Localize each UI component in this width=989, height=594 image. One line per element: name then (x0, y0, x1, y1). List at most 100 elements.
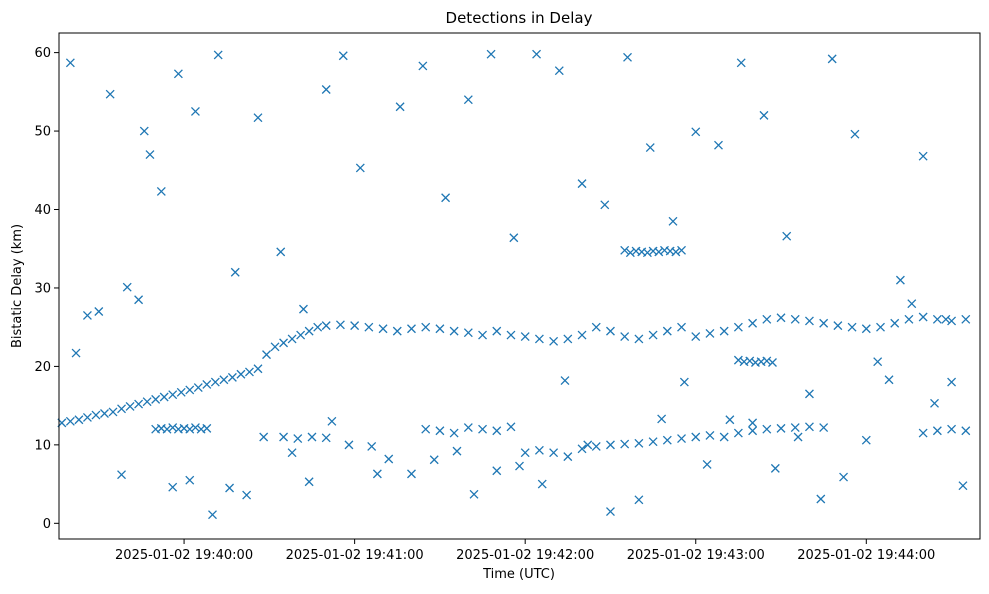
data-point (449, 326, 459, 336)
data-point (961, 426, 971, 436)
x-tick-label: 2025-01-02 19:40:00 (115, 548, 253, 563)
data-point (679, 377, 689, 387)
y-tick-label: 20 (34, 360, 51, 375)
data-point (790, 423, 800, 433)
data-point (790, 314, 800, 324)
data-point (549, 448, 559, 458)
data-point (65, 58, 75, 68)
data-point (463, 95, 473, 105)
data-point (714, 140, 723, 150)
y-tick-label: 30 (34, 281, 51, 296)
data-point (554, 66, 564, 76)
data-point (478, 424, 488, 434)
data-point (208, 510, 217, 520)
y-tick-label: 60 (34, 46, 51, 61)
data-point (492, 466, 502, 476)
data-point (421, 424, 431, 434)
data-point (606, 507, 615, 517)
data-point (71, 348, 81, 358)
data-point (253, 113, 263, 123)
data-point (509, 233, 519, 243)
data-point (705, 329, 715, 338)
data-point (549, 336, 559, 346)
data-point (344, 440, 354, 450)
data-point (469, 489, 479, 499)
data-point (279, 338, 289, 348)
data-point (534, 334, 544, 344)
data-point (884, 375, 894, 385)
data-point (677, 434, 686, 444)
data-point (861, 324, 871, 334)
data-point (606, 440, 615, 450)
scatter-marks (57, 49, 971, 520)
data-point (193, 383, 203, 393)
data-point (259, 432, 269, 442)
data-point (733, 428, 743, 438)
data-point (850, 129, 860, 139)
data-point (287, 448, 297, 458)
y-axis-label: Bistatic Delay (km) (10, 224, 25, 348)
data-point (833, 321, 843, 331)
data-point (168, 423, 178, 433)
data-point (890, 318, 900, 328)
data-point (463, 328, 473, 338)
data-point (691, 432, 701, 442)
data-point (620, 439, 630, 449)
data-point (534, 445, 544, 455)
data-point (591, 441, 601, 451)
data-point (702, 460, 712, 469)
data-point (276, 247, 286, 257)
data-point (225, 483, 235, 493)
data-point (486, 49, 496, 59)
data-point (816, 494, 826, 504)
data-point (151, 394, 161, 404)
data-point (591, 322, 601, 332)
data-point (634, 334, 644, 344)
data-point (932, 314, 942, 324)
data-point (384, 454, 394, 464)
data-point (776, 313, 786, 323)
data-point (506, 422, 516, 432)
data-point (560, 376, 570, 385)
data-point (776, 423, 786, 433)
data-point (219, 375, 229, 385)
data-point (947, 377, 957, 387)
data-point (563, 452, 573, 462)
x-tick-label: 2025-01-02 19:43:00 (627, 548, 765, 563)
data-point (654, 247, 664, 257)
data-point (736, 58, 746, 68)
data-point (162, 424, 172, 434)
y-tick-label: 10 (34, 438, 51, 453)
data-point (335, 320, 345, 330)
data-point (176, 387, 186, 397)
data-point (668, 216, 678, 226)
data-point (117, 470, 126, 480)
data-point (299, 304, 308, 314)
data-point (648, 437, 658, 447)
data-point (537, 479, 547, 489)
data-point (449, 428, 459, 438)
data-point (719, 326, 729, 336)
y-tick-label: 50 (34, 125, 51, 140)
data-point (304, 326, 314, 336)
data-point (82, 412, 92, 422)
data-point (768, 358, 777, 367)
data-point (804, 389, 814, 399)
data-point (932, 426, 942, 436)
data-point (762, 424, 772, 434)
data-point (478, 330, 488, 340)
data-point (861, 435, 871, 445)
x-tick-label: 2025-01-02 19:42:00 (456, 548, 594, 563)
data-point (91, 410, 101, 420)
data-point (725, 415, 735, 425)
data-point (770, 463, 780, 473)
data-point (839, 472, 849, 482)
data-point (876, 322, 885, 332)
data-point (577, 330, 587, 340)
y-axis: 0 10 20 30 40 50 60 (34, 46, 59, 532)
data-point (304, 477, 314, 487)
data-point (748, 318, 758, 328)
data-point (321, 85, 331, 94)
data-point (645, 143, 655, 152)
data-point (202, 423, 212, 433)
